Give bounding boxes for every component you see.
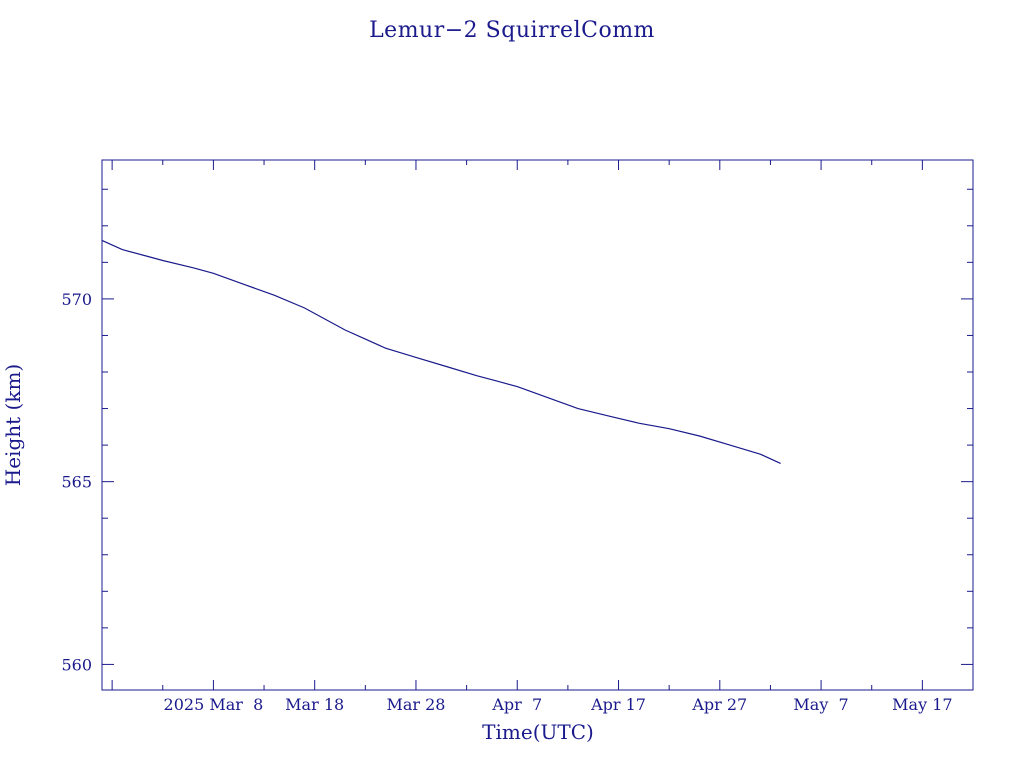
- x-tick-label: May 7: [793, 695, 848, 714]
- x-axis-label: Time(UTC): [482, 720, 594, 744]
- y-tick-label: 565: [61, 473, 92, 492]
- plot-frame: [101, 159, 974, 691]
- x-tick-label: Apr 17: [590, 695, 646, 714]
- y-tick-label: 560: [61, 655, 92, 674]
- x-tick-label: May 17: [892, 695, 952, 714]
- x-tick-label: Apr 27: [691, 695, 747, 714]
- x-tick-label: 2025 Mar 8: [164, 695, 264, 714]
- x-tick-label: Mar 28: [386, 695, 445, 714]
- axis-ticks: [102, 160, 973, 690]
- axis-tick-labels: 2025 Mar 8 Mar 18 Mar 28 Apr 7 Apr 17 Apr 27 M…: [61, 290, 952, 714]
- y-axis-label: Height (km): [1, 364, 25, 486]
- x-tick-label: Mar 18: [285, 695, 344, 714]
- height-series-line: [101, 239, 781, 464]
- chart-title: Lemur−2 SquirrelComm: [369, 18, 655, 43]
- x-tick-label: Apr 7: [491, 695, 542, 714]
- y-tick-label: 570: [61, 290, 92, 309]
